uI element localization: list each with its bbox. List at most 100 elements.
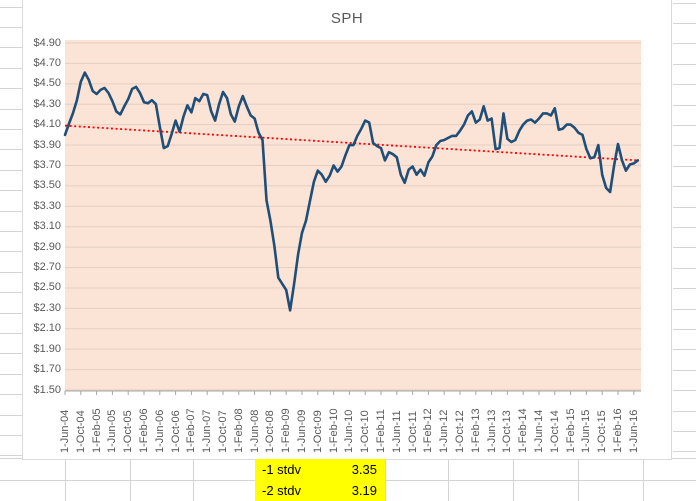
plot-svg: [63, 40, 641, 395]
x-axis-label: 1-Oct-15: [596, 410, 609, 453]
x-axis-label: 1-Feb-14: [517, 408, 530, 453]
series-line: [63, 71, 640, 312]
y-axis-label: $3.90: [33, 138, 61, 151]
x-axis-label: 1-Jun-16: [627, 409, 640, 453]
y-axis-label: $3.70: [33, 158, 61, 171]
y-axis-label: $2.10: [33, 322, 61, 335]
column-line: [130, 458, 131, 501]
y-axis-label: $1.70: [33, 363, 61, 376]
row-line-right: [673, 247, 696, 249]
y-axis-label: $4.10: [33, 118, 61, 131]
row-line-right: [673, 206, 696, 208]
x-axis-label: 1-Feb-11: [375, 409, 387, 453]
column-line: [193, 458, 194, 501]
row-line-right: [673, 145, 696, 147]
x-axis-label: 1-Oct-12: [454, 410, 466, 453]
row-line-right: [673, 329, 696, 330]
x-axis-label: 1-Jun-04: [59, 409, 71, 453]
x-axis-label: 1-Jun-07: [201, 409, 214, 453]
x-axis-label: 1-Feb-12: [422, 408, 435, 453]
row-line-left: [0, 210, 22, 212]
x-axis-label: 1-Oct-05: [122, 410, 135, 453]
x-axis-label: 1-Oct-13: [501, 410, 514, 453]
column-line: [448, 458, 449, 501]
y-axis-label: $4.70: [33, 56, 61, 69]
row-line-right: [673, 165, 696, 167]
y-axis-label: $2.90: [33, 240, 61, 253]
x-axis-label: 1-Feb-05: [90, 408, 103, 453]
row-line-left: [0, 169, 22, 171]
stdv1-label: -1 stdv: [262, 462, 302, 477]
row-line-left: [0, 108, 22, 110]
x-axis-label: 1-Oct-11: [406, 411, 419, 453]
row-line-left: [0, 333, 22, 334]
x-axis-label: 1-Feb-15: [564, 408, 577, 453]
row-line-left: [0, 47, 22, 49]
row-line-right: [673, 410, 696, 412]
row-line-left: [0, 353, 22, 355]
trendline: [64, 124, 638, 162]
row-line-left: [0, 149, 22, 151]
x-axis-label: 1-Feb-07: [185, 408, 198, 453]
y-axis-label: $2.50: [33, 281, 61, 294]
y-axis-label: $2.70: [33, 261, 61, 274]
row-line-right: [673, 451, 696, 453]
stdv2-value: 3.19: [351, 483, 377, 498]
y-axis-label: $3.10: [33, 220, 61, 233]
x-axis-label: 1-Oct-08: [264, 410, 277, 453]
cell-stdv2[interactable]: -2 stdv 3.19: [255, 480, 385, 501]
x-axis-label: 1-Jun-05: [106, 409, 119, 453]
row-line-left: [0, 435, 22, 436]
row-line-left: [0, 129, 22, 130]
y-axis-label: $3.30: [33, 199, 61, 212]
x-axis-label: 1-Jun-08: [248, 409, 261, 453]
row-line-right: [673, 308, 696, 310]
x-axis-label: 1-Oct-04: [74, 410, 87, 453]
y-axis-label: $4.90: [33, 36, 61, 49]
x-axis-label: 1-Oct-06: [169, 410, 182, 453]
x-axis-label: 1-Jun-06: [153, 409, 166, 453]
row-line-left: [0, 27, 22, 28]
row-line-right: [673, 431, 696, 432]
stdv2-label: -2 stdv: [262, 483, 302, 498]
x-axis-label: 1-Jun-12: [438, 409, 451, 453]
row-line-left: [0, 292, 22, 294]
row-line-left: [0, 231, 22, 232]
x-axis-label: 1-Feb-09: [280, 408, 293, 453]
y-axis-label: $3.50: [33, 179, 61, 192]
x-axis-label: 1-Jun-15: [580, 409, 593, 453]
y-axis-label: $4.30: [33, 97, 61, 110]
x-axis-label: 1-Jun-13: [485, 409, 498, 453]
cell-stdv1[interactable]: -1 stdv 3.35: [255, 459, 385, 480]
y-axis-label: $1.90: [33, 342, 61, 355]
x-axis-label: 1-Oct-09: [311, 410, 324, 453]
row-line-left: [0, 67, 22, 69]
y-axis-label: $2.30: [33, 301, 61, 314]
y-axis-label: $1.50: [33, 383, 61, 396]
x-axis-label: 1-Oct-10: [359, 410, 372, 453]
row-line-left: [0, 190, 22, 192]
row-line-left: [0, 414, 22, 416]
x-axis-label: 1-Jun-14: [533, 409, 545, 453]
x-axis-label: 1-Feb-08: [232, 408, 245, 453]
row-line-left: [0, 271, 22, 273]
row-line-left: [0, 394, 22, 396]
stdv1-value: 3.35: [351, 462, 377, 477]
x-axis-label: 1-Feb-06: [138, 408, 150, 453]
row-line-right: [673, 125, 696, 126]
row-line-left: [0, 251, 22, 253]
row-line-left: [0, 455, 22, 457]
x-axis-label: 1-Jun-10: [343, 409, 356, 453]
row-line-left: [0, 373, 22, 375]
row-line-right: [673, 349, 696, 351]
x-axis-label: 1-Oct-14: [548, 410, 561, 453]
row-line-right: [673, 369, 696, 371]
column-line: [385, 458, 386, 501]
column-line: [578, 458, 579, 501]
row-line-left: [0, 88, 22, 90]
chart-area[interactable]: SPH $4.90 $4.70 $4.50 $4.30 $4.10 $3.90 $3.70 $…: [22, 0, 672, 460]
row-line-right: [673, 227, 696, 228]
row-line-right: [673, 288, 696, 290]
x-axis-label: 1-Jun-09: [296, 409, 308, 453]
